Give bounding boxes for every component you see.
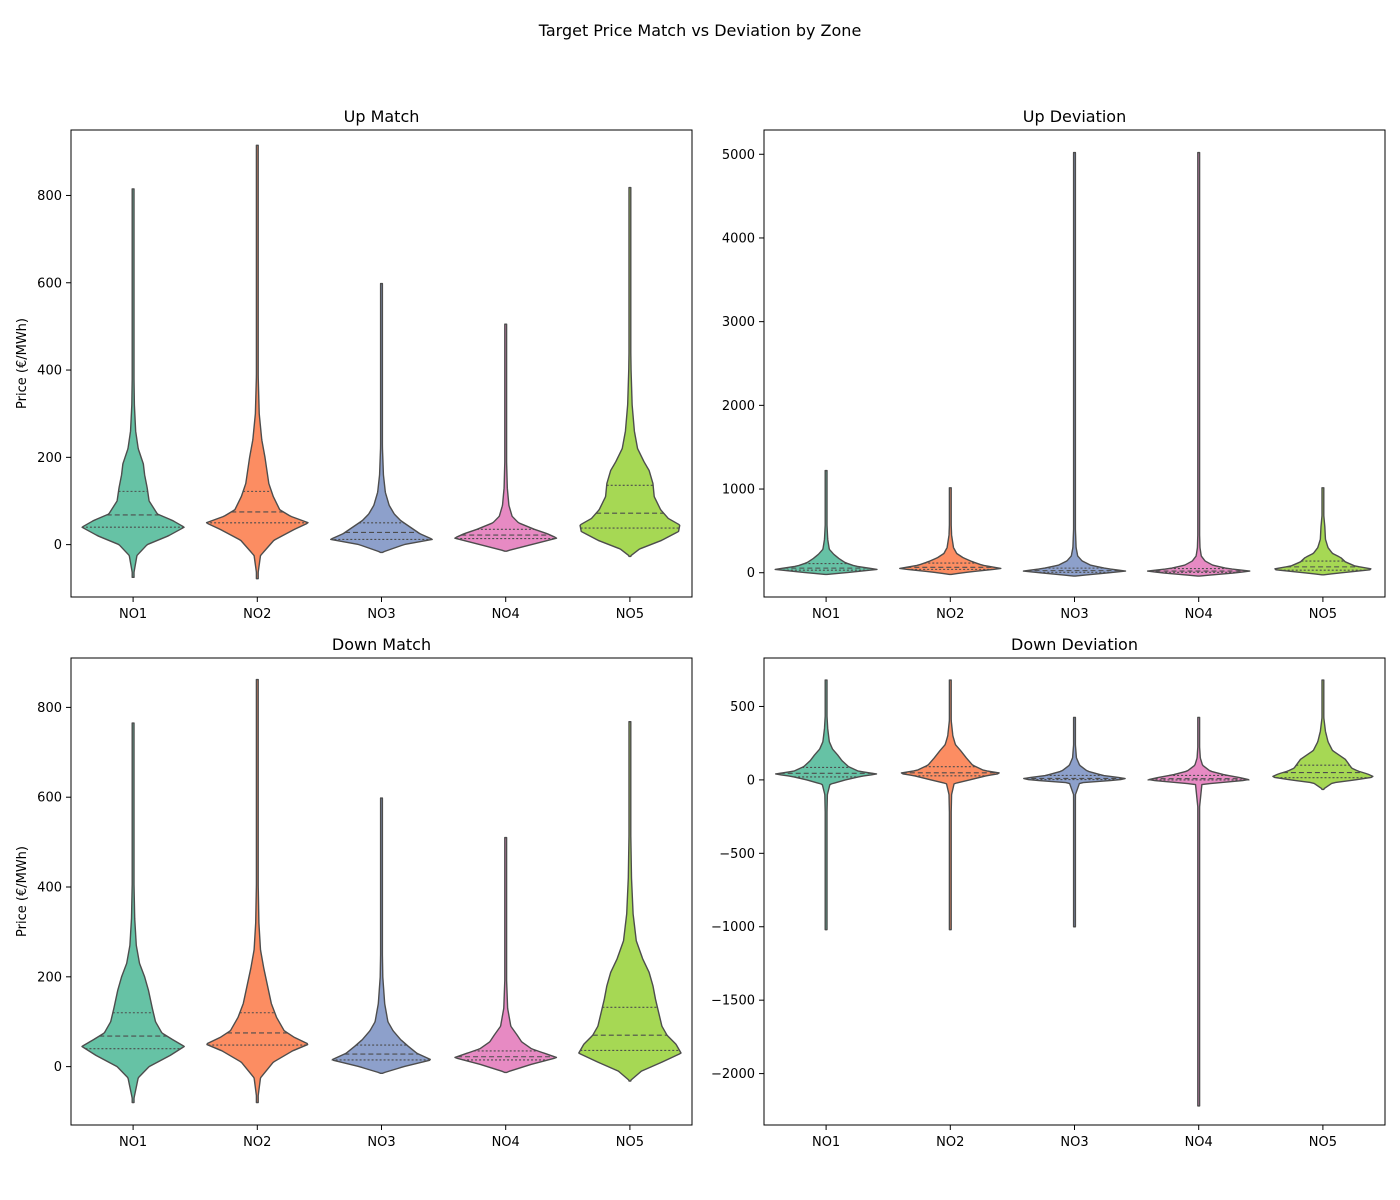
violin-body [579,186,681,558]
x-tick-label: NO3 [1060,1135,1088,1150]
violin-body [81,722,185,1104]
violin-no1 [774,679,878,931]
x-tick-label: NO3 [367,1135,395,1150]
violin-body [454,323,558,552]
y-tick-label: 1000 [722,483,755,498]
x-tick-label: NO5 [1309,1135,1337,1150]
y-tick-label: 200 [37,970,62,985]
violin-no4 [454,323,558,552]
violin-body [900,679,1000,931]
x-tick-label: NO3 [1060,607,1088,622]
violin-no2 [900,679,1000,931]
subplot-4: Down Deviation −2000 −1500 −1000 −500 0 500 NO1… [711,635,1386,1150]
subplot-title: Down Deviation [1011,635,1138,654]
violin-body [1272,679,1374,791]
violin-no3 [330,282,433,554]
x-tick-label: NO1 [812,1135,840,1150]
violin-body [206,678,309,1104]
violin-body [1274,487,1372,576]
subplot-title: Down Match [332,635,431,654]
violin-body [205,144,309,580]
y-tick-label: 600 [37,791,62,806]
violin-no1 [774,469,878,576]
violin-body [1022,151,1127,577]
violin-no2 [899,487,1002,576]
y-tick-label: 400 [37,881,62,896]
violin-body [454,836,558,1074]
x-tick-label: NO2 [243,1135,271,1150]
x-tick-label: NO1 [119,607,147,622]
y-tick-label: −1000 [711,920,755,935]
figure-title: Target Price Match vs Deviation by Zone [538,21,862,40]
violin-body [774,469,878,576]
axes-frame [763,129,1386,598]
violin-no5 [578,721,682,1082]
violin-body [1023,716,1126,928]
x-tick-label: NO2 [936,1135,964,1150]
x-tick-label: NO4 [492,607,520,622]
axes-frame [70,129,693,598]
y-tick-label: 3000 [722,315,755,330]
violin-no5 [1272,679,1374,791]
violin-body [774,679,878,931]
y-tick-label: −2000 [711,1067,755,1082]
y-tick-label: 800 [37,189,62,204]
y-axis-label: Price (€/MWh) [15,846,30,937]
violin-no5 [1274,487,1372,576]
x-tick-label: NO4 [1185,1135,1213,1150]
violin-no5 [579,186,681,558]
violin-no3 [1022,151,1127,577]
subplot-title: Up Deviation [1023,107,1126,126]
violin-no2 [206,678,309,1104]
subplot-1: Up Match Price (€/MWh) 0 200 400 600 800 NO1 NO2… [15,107,693,622]
violin-body [81,188,185,579]
y-tick-label: 0 [54,538,62,553]
violin-body [1148,716,1250,1107]
violin-no3 [331,797,432,1075]
x-tick-label: NO4 [1185,607,1213,622]
x-tick-label: NO3 [367,607,395,622]
x-tick-label: NO5 [616,1135,644,1150]
axes-frame [70,657,693,1126]
subplot-3: Down Match Price (€/MWh) 0 200 400 600 800 NO1 N… [15,635,693,1150]
violin-body [1146,151,1251,577]
x-tick-label: NO4 [492,1135,520,1150]
violin-body [330,282,433,554]
x-tick-label: NO2 [243,607,271,622]
subplot-2: Up Deviation 0 1000 2000 3000 4000 5000 NO1 NO2 N… [722,107,1386,622]
violin-no1 [81,188,185,579]
y-tick-label: 400 [37,364,62,379]
y-tick-label: 0 [747,566,755,581]
violin-no1 [81,722,185,1104]
y-tick-label: 2000 [722,399,755,414]
y-tick-label: 5000 [722,148,755,163]
violin-body [899,487,1002,576]
violin-no3 [1023,716,1126,928]
violin-body [578,721,682,1082]
subplot-title: Up Match [344,107,420,126]
violin-no2 [205,144,309,580]
violin-body [332,797,431,1075]
x-tick-label: NO1 [119,1135,147,1150]
x-tick-label: NO1 [812,607,840,622]
y-tick-label: 500 [730,700,755,715]
y-tick-label: −500 [719,847,755,862]
x-tick-label: NO2 [936,607,964,622]
violin-no4 [1147,716,1250,1107]
y-tick-label: −1500 [711,994,755,1009]
y-tick-label: 800 [37,701,62,716]
y-tick-label: 4000 [722,231,755,246]
y-tick-label: 600 [37,276,62,291]
y-tick-label: 0 [54,1060,62,1075]
x-tick-label: NO5 [1309,607,1337,622]
violin-no4 [454,836,558,1074]
x-tick-label: NO5 [616,607,644,622]
axes-frame [763,657,1386,1126]
y-tick-label: 0 [747,773,755,788]
violin-no4 [1146,151,1251,577]
y-axis-label: Price (€/MWh) [15,318,30,409]
y-tick-label: 200 [37,451,62,466]
